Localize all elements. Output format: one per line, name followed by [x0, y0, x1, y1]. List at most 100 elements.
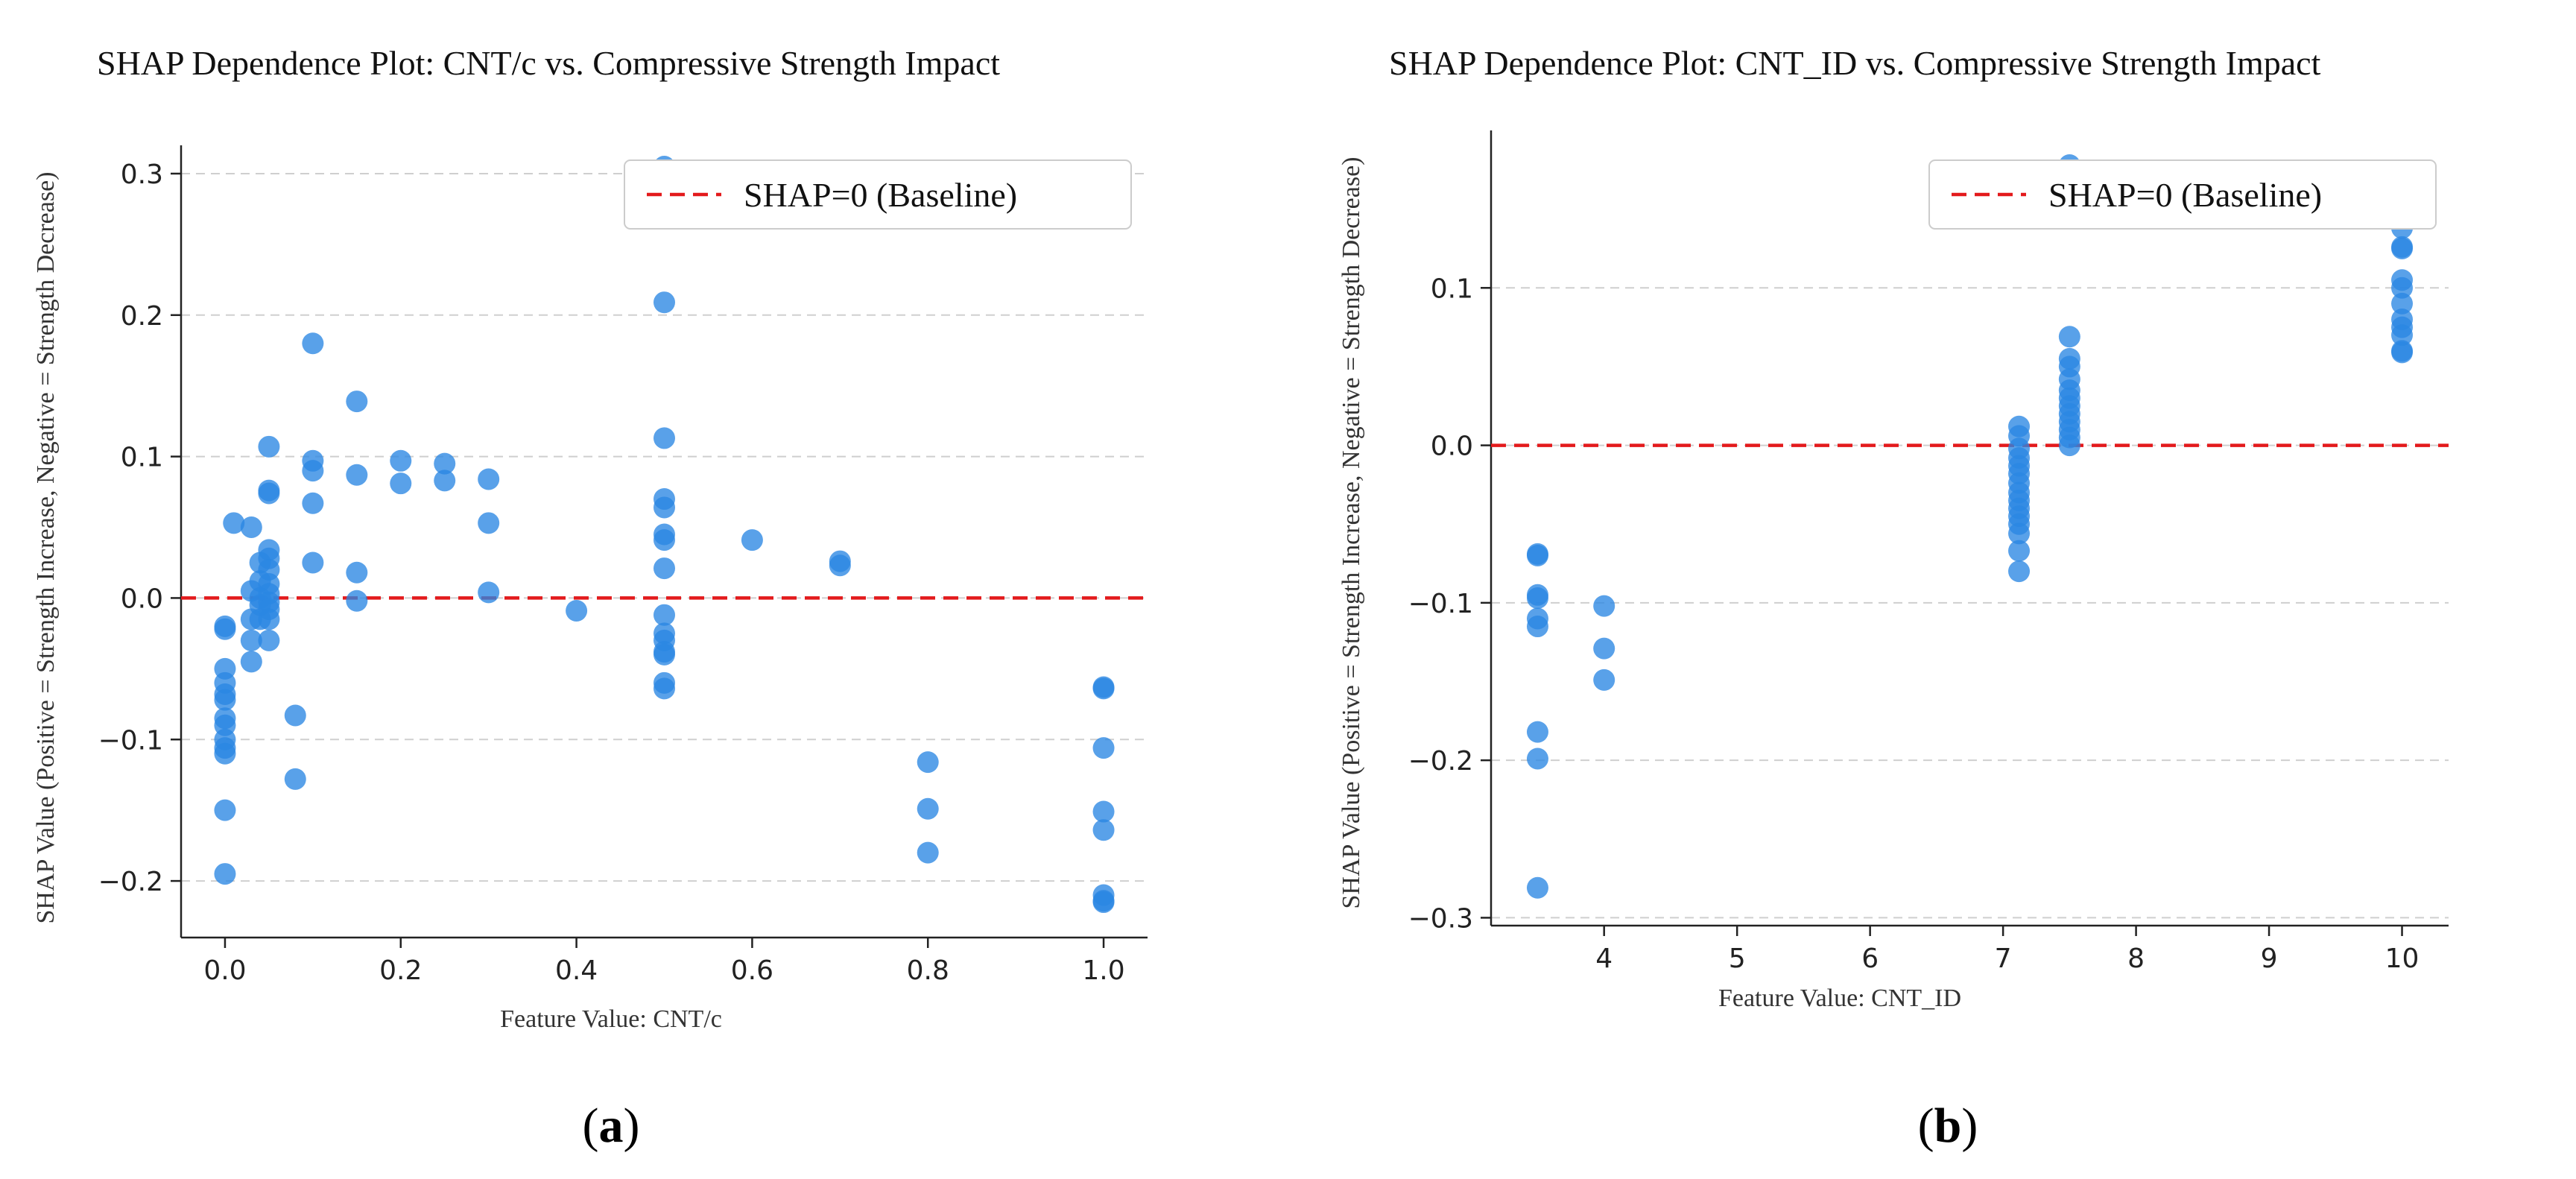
x-tick-label: 5	[1729, 943, 1746, 974]
scatter-point	[284, 768, 306, 790]
scatter-point	[654, 427, 675, 449]
scatter-point	[917, 797, 939, 820]
scatter-point	[2058, 326, 2080, 348]
chart-svg-a: SHAP Dependence Plot: CNT/c vs. Compress…	[32, 44, 1148, 1153]
scatter-point	[829, 554, 851, 577]
scatter-point	[1092, 819, 1115, 841]
x-axis-label: Feature Value: CNT/c	[500, 1005, 722, 1033]
x-tick-label: 6	[1861, 943, 1879, 974]
scatter-point	[2391, 237, 2414, 259]
scatter-point	[214, 742, 236, 765]
x-tick-label: 0.8	[907, 955, 949, 986]
scatter-point	[1526, 616, 1548, 638]
y-tick-label: 0.1	[1431, 274, 1473, 304]
x-tick-label: 8	[2127, 943, 2145, 974]
y-tick-label: −0.1	[1408, 589, 1473, 619]
scatter-point	[214, 689, 236, 711]
scatter-point	[2391, 341, 2414, 364]
scatter-point	[1593, 668, 1615, 691]
scatter-point	[240, 516, 262, 539]
scatter-point	[434, 452, 456, 475]
scatter-point	[302, 492, 324, 514]
scatter-point	[654, 529, 675, 551]
panel-caption-letter: b	[1934, 1099, 1962, 1153]
scatter-point	[223, 512, 245, 534]
scatter-point	[654, 604, 675, 626]
scatter-point	[1593, 595, 1615, 617]
panel-caption: (b)	[1918, 1099, 1978, 1153]
scatter-point	[2008, 540, 2031, 562]
scatter-point	[346, 464, 368, 486]
scatter-point	[1092, 800, 1115, 823]
y-tick-label: 0.0	[121, 584, 163, 614]
scatter-point	[1526, 544, 1548, 566]
scatter-point	[654, 496, 675, 519]
scatter-point	[1092, 737, 1115, 759]
y-tick-label: −0.2	[1408, 746, 1473, 777]
x-tick-label: 4	[1595, 943, 1613, 974]
scatter-point	[434, 470, 456, 492]
x-tick-label: 0.0	[203, 955, 246, 986]
scatter-point	[346, 391, 368, 413]
scatter-point	[240, 651, 262, 673]
scatter-point	[346, 590, 368, 612]
x-axis-label: Feature Value: CNT_ID	[1718, 984, 1961, 1012]
scatter-point	[1526, 587, 1548, 610]
legend-box	[1928, 159, 2437, 230]
legend-label: SHAP=0 (Baseline)	[744, 176, 1017, 214]
chart-panel-a: SHAP Dependence Plot: CNT/c vs. Compress…	[32, 44, 1148, 1153]
scatter-point	[478, 468, 500, 490]
chart-svg-b: SHAP Dependence Plot: CNT_ID vs. Compres…	[1338, 44, 2449, 1153]
scatter-point	[566, 600, 588, 622]
scatter-point	[2391, 324, 2414, 347]
y-tick-label: −0.3	[1408, 903, 1473, 934]
scatter-point	[258, 608, 280, 630]
scatter-point	[654, 291, 675, 314]
scatter-point	[1092, 677, 1115, 700]
y-tick-label: −0.1	[98, 725, 163, 756]
x-tick-label: 9	[2261, 943, 2278, 974]
scatter-point	[302, 551, 324, 574]
x-tick-label: 0.4	[555, 955, 598, 986]
legend-label: SHAP=0 (Baseline)	[2048, 176, 2322, 214]
chart-panel-b: SHAP Dependence Plot: CNT_ID vs. Compres…	[1288, 0, 2576, 1179]
y-tick-label: 0.3	[121, 159, 163, 190]
plot-area: −0.3 −0.2 −0.1 0.0 0.1 4 5 6 7 8 9 10 SHAP=0 (Baseli…	[1408, 130, 2449, 974]
y-tick-label: 0.2	[121, 301, 163, 332]
chart-title: SHAP Dependence Plot: CNT/c vs. Compress…	[97, 44, 1000, 82]
scatter-point	[1593, 637, 1615, 660]
x-tick-label: 0.2	[379, 955, 422, 986]
scatter-point	[214, 618, 236, 640]
scatter-point	[240, 629, 262, 651]
legend: SHAP=0 (Baseline)	[1928, 159, 2437, 230]
scatter-point	[302, 460, 324, 482]
scatter-point	[1092, 891, 1115, 914]
x-tick-label: 0.6	[731, 955, 773, 986]
scatter-point	[390, 472, 412, 495]
scatter-point	[654, 643, 675, 666]
scatter-point	[478, 581, 500, 604]
y-tick-label: 0.1	[121, 443, 163, 473]
scatter-point	[258, 629, 280, 651]
scatter-point	[654, 557, 675, 580]
panel-caption: (a)	[583, 1099, 640, 1153]
scatter-point	[917, 751, 939, 774]
panel-caption-letter: a	[599, 1099, 624, 1153]
scatter-point	[741, 529, 763, 551]
scatter-point	[284, 704, 306, 727]
scatter-point	[214, 863, 236, 885]
legend-box	[624, 159, 1132, 230]
scatter-point	[214, 799, 236, 821]
chart-title: SHAP Dependence Plot: CNT_ID vs. Compres…	[1389, 44, 2321, 82]
scatter-point	[1526, 721, 1548, 743]
scatter-point	[917, 841, 939, 864]
legend: SHAP=0 (Baseline)	[624, 159, 1132, 230]
scatter-point	[2391, 292, 2414, 314]
scatter-point	[258, 482, 280, 505]
scatter-point	[654, 677, 675, 700]
x-tick-label: 1.0	[1082, 955, 1124, 986]
scatter-point	[1526, 747, 1548, 770]
scatter-point	[2058, 434, 2080, 457]
x-tick-label: 7	[1995, 943, 2012, 974]
scatter-point	[2391, 276, 2414, 299]
